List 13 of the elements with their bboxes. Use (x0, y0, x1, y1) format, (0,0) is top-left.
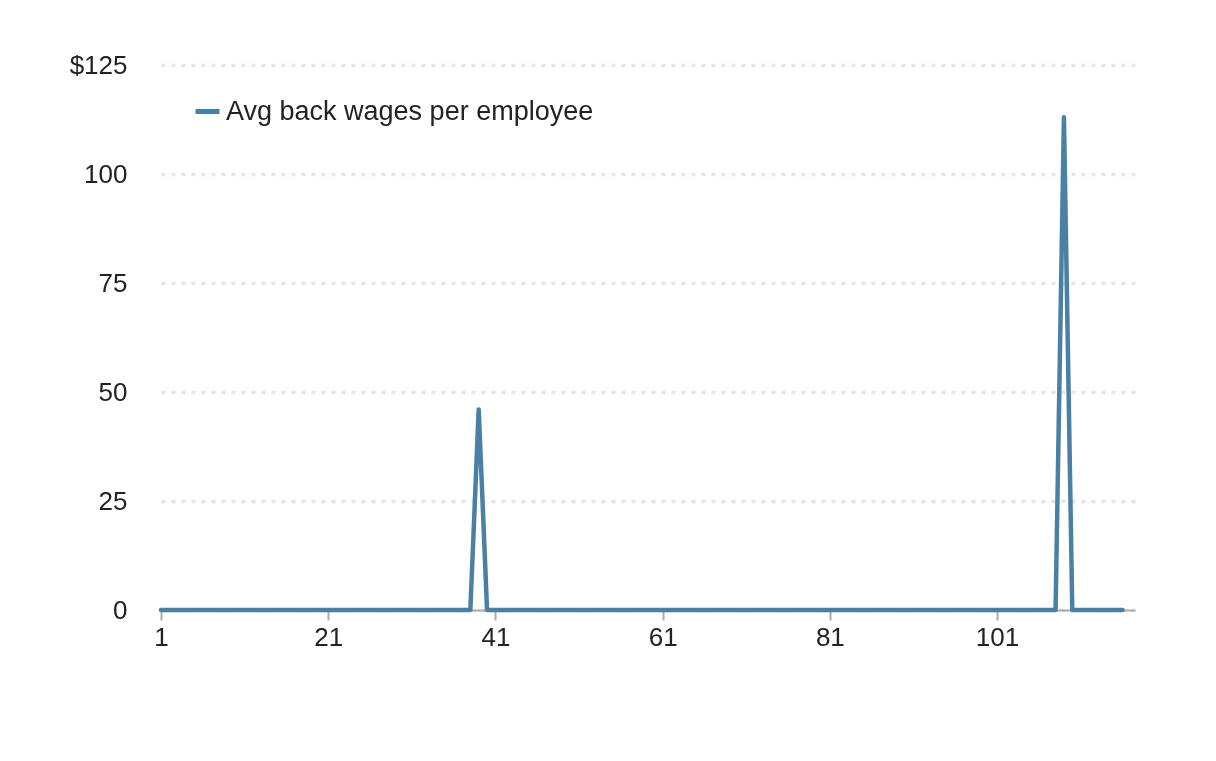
y-tick-label: 0 (113, 594, 128, 625)
x-tick-label: 1 (154, 621, 169, 652)
x-tick-label: 41 (481, 621, 511, 652)
y-tick-label: 25 (98, 485, 128, 516)
x-tick-label: 21 (314, 621, 344, 652)
x-tick-label: 101 (975, 621, 1020, 652)
x-tick-label: 61 (648, 621, 678, 652)
y-tick-label: $125 (69, 49, 128, 80)
y-tick-label: 50 (98, 376, 128, 407)
legend-label: Avg back wages per employee (226, 95, 594, 126)
y-tick-label: 75 (98, 267, 128, 298)
y-tick-label: 100 (84, 158, 128, 189)
x-tick-label: 81 (815, 621, 845, 652)
